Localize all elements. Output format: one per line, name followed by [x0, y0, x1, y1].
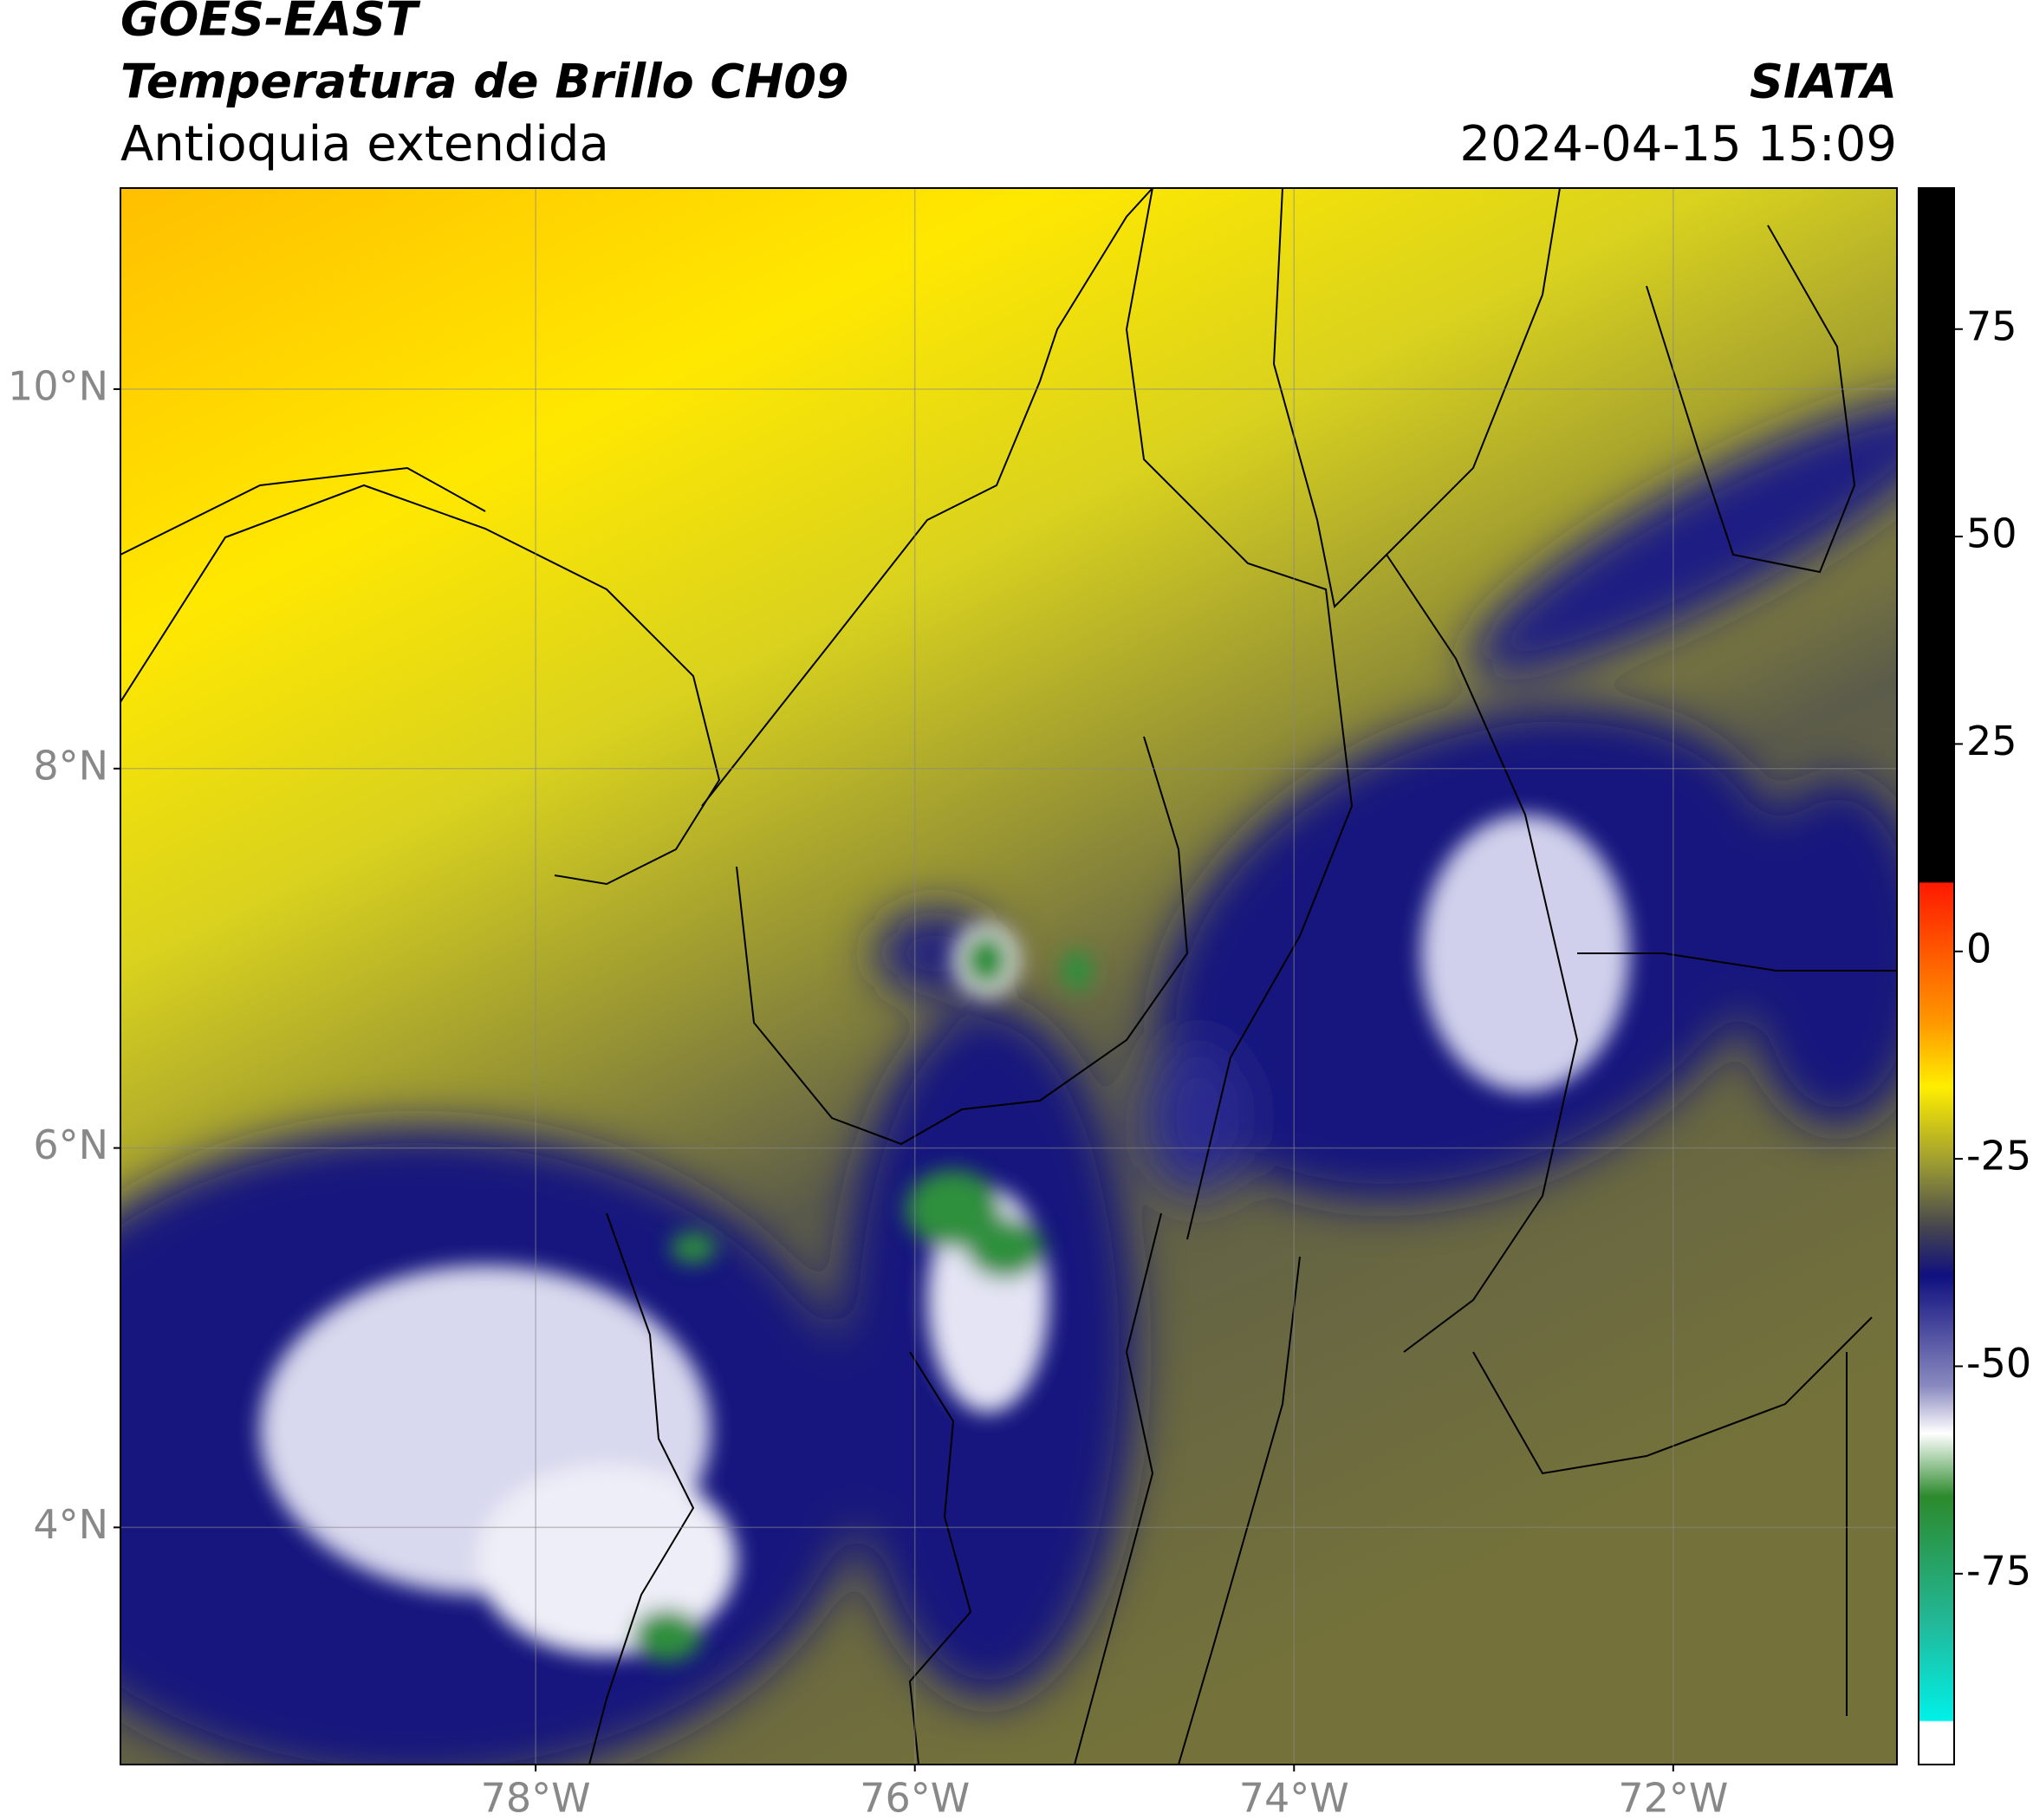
y-tick-label: 10°N: [8, 363, 108, 410]
y-tick-label: 8°N: [33, 742, 108, 789]
borders: [120, 188, 1897, 1765]
map-frame: [120, 187, 1898, 1765]
grid: [120, 188, 1897, 1765]
colorbar-tick-label: -75: [1966, 1547, 2031, 1594]
region: Antioquia extendida: [120, 116, 609, 172]
satellite-image: [120, 188, 1897, 1765]
y-tick-label: 4°N: [33, 1501, 108, 1548]
x-tick-label: 76°W: [860, 1775, 970, 1820]
colorbar: [1918, 187, 1955, 1765]
y-tick-label: 6°N: [33, 1121, 108, 1168]
colorbar-tick-label: 75: [1966, 302, 2017, 349]
colorbar-tick-label: 25: [1966, 718, 2017, 764]
colorbar-tick-label: -25: [1966, 1133, 2031, 1180]
title: GOES-EAST: [120, 0, 421, 47]
subtitle: Temperatura de Brillo CH09: [120, 55, 849, 109]
x-tick-label: 78°W: [481, 1775, 591, 1820]
x-tick-label: 72°W: [1618, 1775, 1728, 1820]
colorbar-tick-label: -50: [1966, 1340, 2031, 1387]
timestamp: 2024-04-15 15:09: [1459, 116, 1897, 172]
x-tick-label: 74°W: [1239, 1775, 1349, 1820]
source: SIATA: [1750, 55, 1897, 109]
colorbar-tick-label: 0: [1966, 925, 1991, 972]
colorbar-tick-label: 50: [1966, 510, 2017, 557]
